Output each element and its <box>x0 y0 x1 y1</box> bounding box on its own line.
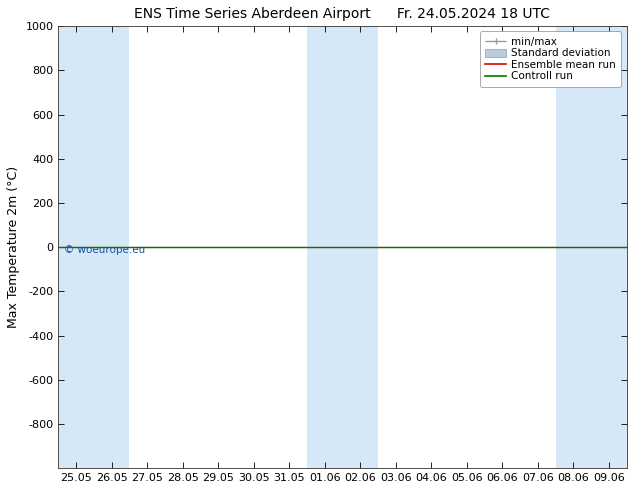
Bar <box>94 26 129 468</box>
Bar <box>58 26 94 468</box>
Bar <box>591 26 626 468</box>
Title: ENS Time Series Aberdeen Airport      Fr. 24.05.2024 18 UTC: ENS Time Series Aberdeen Airport Fr. 24.… <box>134 7 550 21</box>
Bar <box>307 26 342 468</box>
Text: © woeurope.eu: © woeurope.eu <box>64 245 145 255</box>
Y-axis label: Max Temperature 2m (°C): Max Temperature 2m (°C) <box>7 166 20 328</box>
Bar <box>342 26 378 468</box>
Bar <box>555 26 591 468</box>
Legend: min/max, Standard deviation, Ensemble mean run, Controll run: min/max, Standard deviation, Ensemble me… <box>480 31 621 87</box>
